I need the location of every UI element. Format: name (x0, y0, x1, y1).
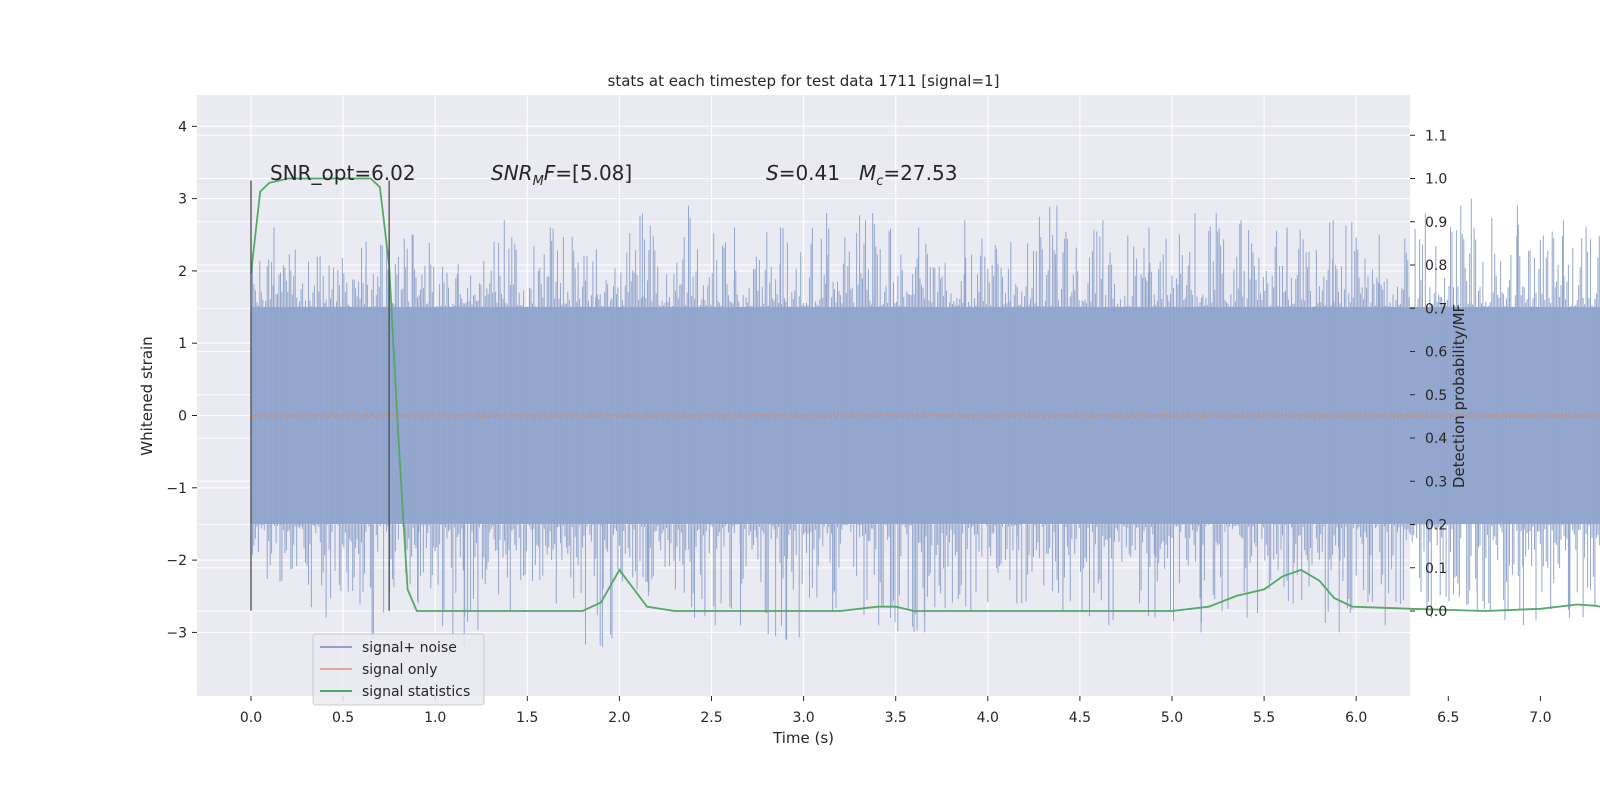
y-tick-label: 1 (178, 336, 187, 352)
x-tick-label: 4.5 (1069, 710, 1091, 726)
y-tick-label: 3 (178, 192, 187, 208)
x-axis-label: Time (s) (772, 729, 834, 747)
y-tick-label: −1 (166, 481, 187, 497)
annotation-s: S=0.41 (766, 161, 840, 185)
legend: signal+ noise signal only signal statist… (312, 633, 485, 706)
y-tick-label: −2 (166, 553, 187, 569)
legend-label-signal-only: signal only (362, 662, 437, 678)
y-axis-label: Whitened strain (138, 336, 156, 455)
x-tick-label: 3.5 (885, 710, 907, 726)
y-axis-ticks: 4 3 2 1 0 −1 −2 −3 (166, 119, 197, 641)
annotation-snr-mf: SNRMF=[5.08] (491, 161, 632, 189)
annotation-snr-opt: SNR_opt=6.02 (270, 161, 416, 185)
x-tick-label: 6.5 (1437, 710, 1459, 726)
legend-label-signal-statistics: signal statistics (362, 684, 470, 700)
y-right-tick-label: 0.6 (1425, 345, 1447, 361)
y-tick-label: 2 (178, 264, 187, 280)
x-tick-label: 6.0 (1345, 710, 1367, 726)
y-right-axis-label: Detection probability/MF (1450, 304, 1468, 488)
y-tick-label: 4 (178, 119, 187, 135)
y-right-tick-label: 0.8 (1425, 258, 1447, 274)
y-right-tick-label: 0.0 (1425, 604, 1447, 620)
annotation-mc: Mc=27.53 (859, 161, 957, 189)
y-right-tick-label: 0.4 (1425, 431, 1447, 447)
x-tick-label: 0.5 (332, 710, 354, 726)
y-right-tick-label: 0.3 (1425, 474, 1447, 490)
chart-title: stats at each timestep for test data 171… (608, 72, 1000, 90)
signal-statistics-line (250, 177, 1600, 612)
series-signal-statistics (250, 177, 1600, 612)
x-tick-label: 2.0 (608, 710, 630, 726)
x-tick-label: 1.0 (424, 710, 446, 726)
legend-box (312, 633, 485, 706)
y-right-tick-label: 0.1 (1425, 561, 1447, 577)
x-tick-label: 0.0 (240, 710, 262, 726)
y-right-tick-label: 0.2 (1425, 518, 1447, 534)
x-tick-label: 2.5 (700, 710, 722, 726)
y-tick-label: −3 (166, 625, 187, 641)
vertical-markers (250, 180, 390, 611)
y-right-axis-ticks: 1.1 1.0 0.9 0.8 0.7 0.6 0.5 0.4 0.3 0.2 0.1 0.0 (1410, 128, 1447, 620)
x-tick-label: 5.5 (1253, 710, 1275, 726)
x-tick-label: 4.0 (977, 710, 999, 726)
y-right-tick-label: 0.5 (1425, 388, 1447, 404)
y-right-tick-label: 0.9 (1425, 215, 1447, 231)
x-tick-label: 1.5 (516, 710, 538, 726)
annotations: SNR_opt=6.02 SNRMF=[5.08] S=0.41 Mc=27.5… (270, 161, 957, 189)
x-axis-ticks: 0.0 0.5 1.0 1.5 2.0 2.5 3.0 3.5 4.0 4.5 5.0 5.5 6.0 6… (240, 696, 1552, 726)
y-tick-label: 0 (178, 409, 187, 425)
x-tick-label: 7.0 (1529, 710, 1551, 726)
series-signal-only (250, 412, 1600, 419)
y-right-tick-label: 1.0 (1425, 172, 1447, 188)
x-tick-label: 5.0 (1161, 710, 1183, 726)
signal-only-trace (250, 412, 1600, 419)
y-right-tick-label: 1.1 (1425, 128, 1447, 144)
y-right-tick-label: 0.7 (1425, 301, 1447, 317)
legend-label-signal-noise: signal+ noise (362, 640, 457, 656)
x-tick-label: 3.0 (792, 710, 814, 726)
